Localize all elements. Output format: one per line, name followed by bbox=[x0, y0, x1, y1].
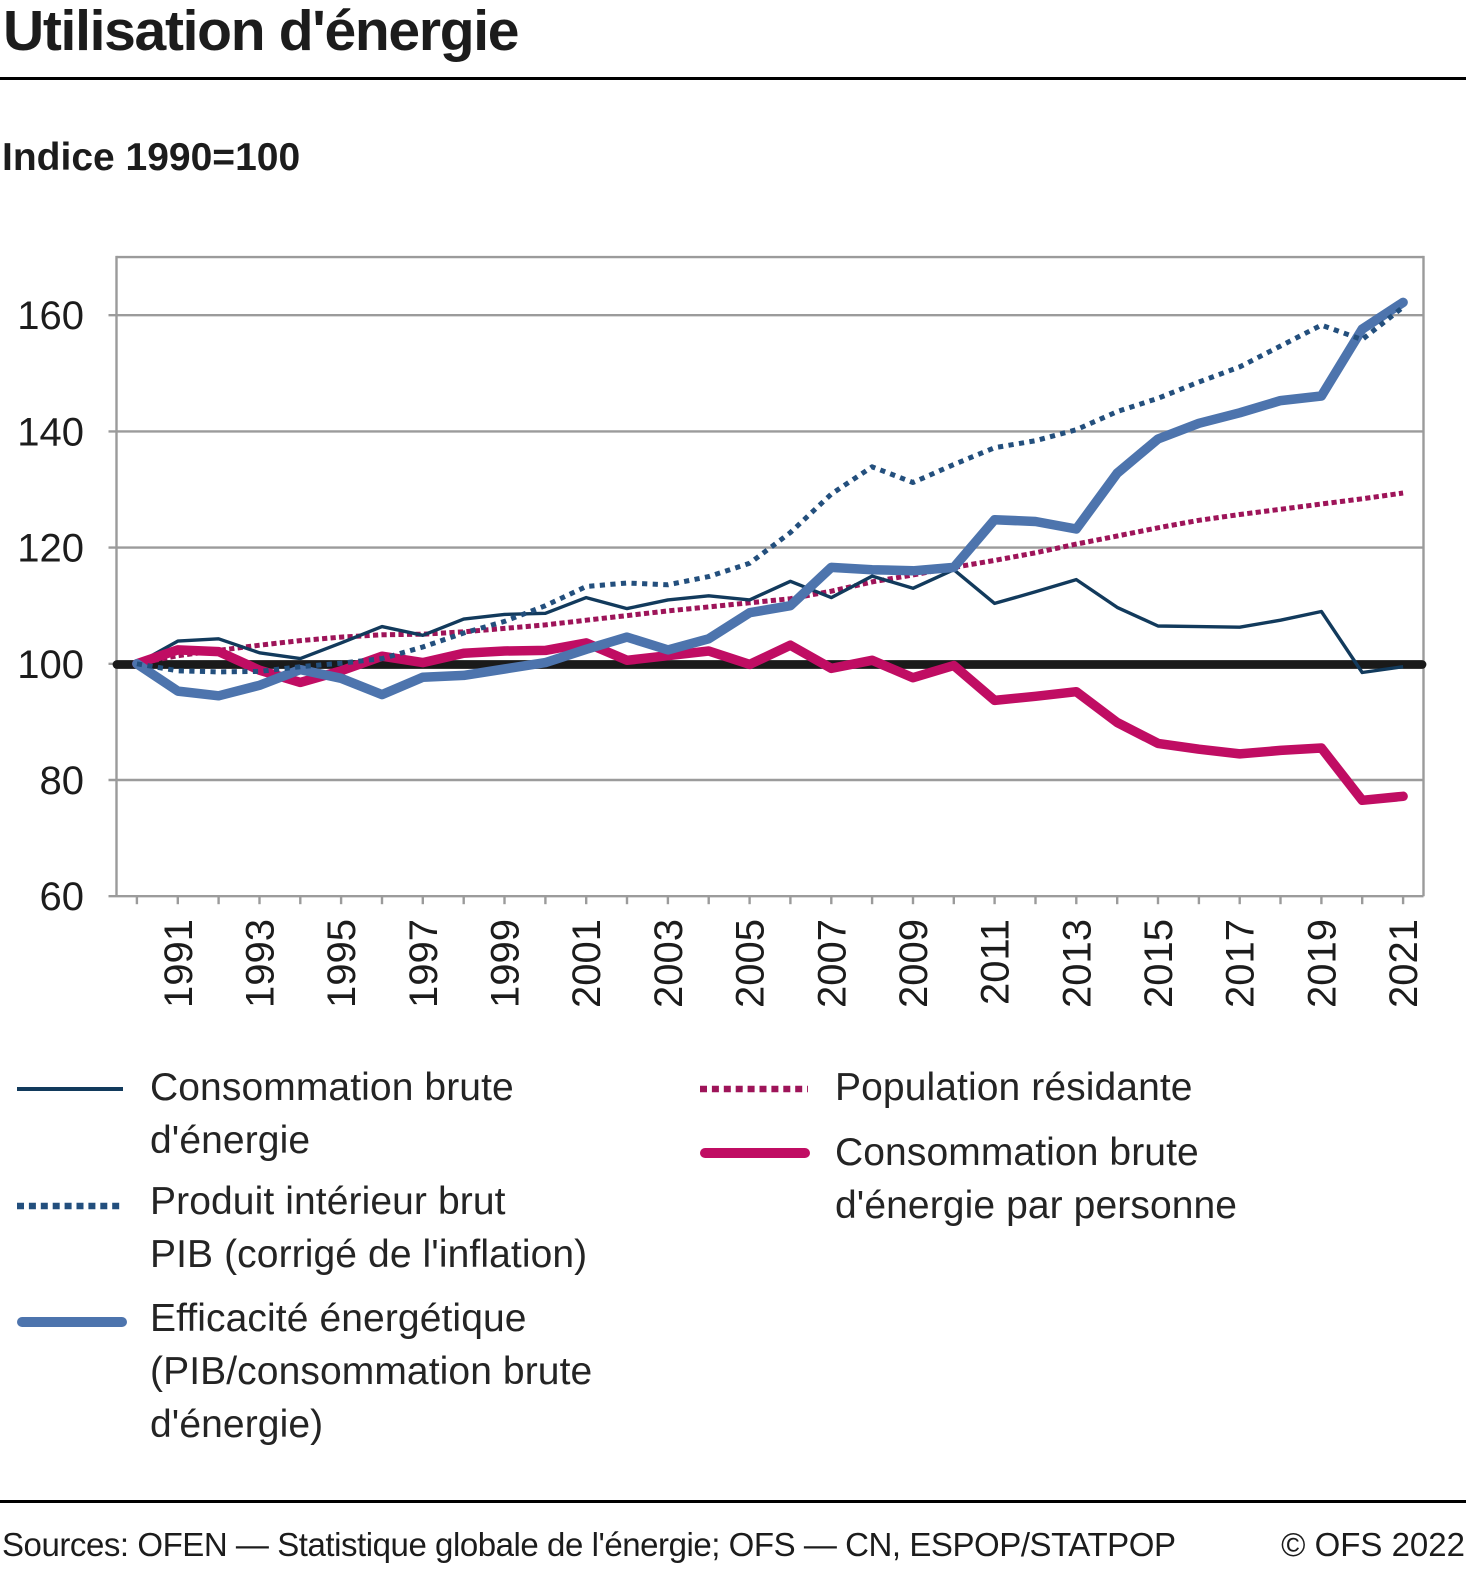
svg-text:2021: 2021 bbox=[1382, 919, 1426, 1008]
svg-text:1991: 1991 bbox=[157, 919, 201, 1008]
svg-text:2019: 2019 bbox=[1300, 919, 1344, 1008]
svg-text:160: 160 bbox=[17, 294, 84, 338]
svg-text:80: 80 bbox=[40, 759, 85, 803]
svg-text:2007: 2007 bbox=[810, 919, 854, 1008]
svg-text:2009: 2009 bbox=[892, 919, 936, 1008]
svg-text:2017: 2017 bbox=[1219, 919, 1263, 1008]
svg-text:2001: 2001 bbox=[565, 919, 609, 1008]
svg-text:2013: 2013 bbox=[1055, 919, 1099, 1008]
svg-text:100: 100 bbox=[17, 643, 84, 687]
svg-text:120: 120 bbox=[17, 527, 84, 571]
svg-text:1999: 1999 bbox=[484, 919, 528, 1008]
svg-text:2005: 2005 bbox=[729, 919, 773, 1008]
svg-text:2003: 2003 bbox=[647, 919, 691, 1008]
svg-text:1993: 1993 bbox=[239, 919, 283, 1008]
svg-text:2011: 2011 bbox=[974, 919, 1018, 1005]
svg-text:1997: 1997 bbox=[402, 919, 446, 1008]
svg-text:60: 60 bbox=[40, 875, 85, 919]
svg-text:1995: 1995 bbox=[320, 919, 364, 1008]
svg-text:2015: 2015 bbox=[1137, 919, 1181, 1008]
svg-text:140: 140 bbox=[17, 410, 84, 454]
